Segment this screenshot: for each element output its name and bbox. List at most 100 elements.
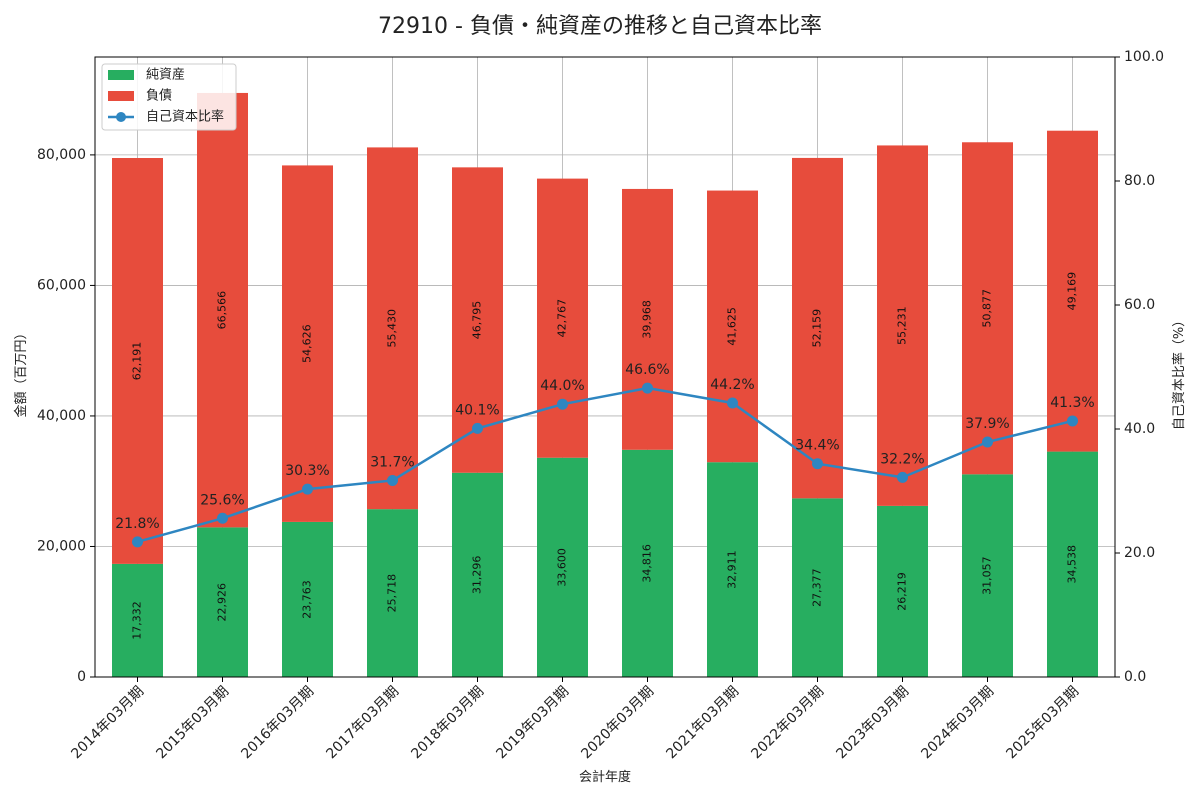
bar-label-liabilities: 62,191 bbox=[131, 342, 144, 381]
bar-liabilities bbox=[197, 92, 248, 528]
bar-label-equity: 26,219 bbox=[896, 572, 909, 611]
x-tick-label: 2022年03月期 bbox=[748, 683, 827, 762]
x-tick-label: 2021年03月期 bbox=[663, 683, 742, 762]
ratio-point bbox=[557, 398, 568, 410]
bar-label-liabilities: 50,877 bbox=[981, 289, 994, 328]
bars: 17,332 62,191 22,926 66,566 23,763 54,626 25,7… bbox=[112, 92, 1098, 677]
legend-swatch-equity bbox=[108, 70, 134, 80]
y2-axis-label: 自己資本比率（%） bbox=[1171, 314, 1187, 430]
x-tick-label: 2017年03月期 bbox=[323, 683, 402, 762]
bar-equity bbox=[707, 462, 758, 677]
ratio-point bbox=[387, 474, 398, 486]
bar-liabilities bbox=[537, 178, 588, 458]
x-tick-label: 2023年03月期 bbox=[833, 683, 912, 762]
legend-swatch-ratio-marker bbox=[116, 112, 126, 122]
bar-equity bbox=[537, 457, 588, 677]
bar-liabilities bbox=[282, 165, 333, 522]
bar-label-equity: 34,816 bbox=[641, 544, 654, 583]
bar-label-liabilities: 42,767 bbox=[556, 299, 569, 338]
bar-label-equity: 25,718 bbox=[386, 574, 399, 613]
bar-liabilities bbox=[622, 188, 673, 450]
bar-label-equity: 27,377 bbox=[811, 568, 824, 607]
bar-equity bbox=[622, 449, 673, 677]
y-tick-label: 40,000 bbox=[37, 408, 86, 424]
ratio-label: 46.6% bbox=[625, 362, 669, 378]
legend-box bbox=[101, 63, 237, 131]
bar-equity bbox=[367, 509, 418, 677]
y2-tick-label: 80.0 bbox=[1124, 173, 1155, 189]
bar-equity bbox=[792, 498, 843, 677]
ratio-label: 25.6% bbox=[200, 492, 244, 508]
bar-label-liabilities: 52,159 bbox=[811, 309, 824, 348]
bar-equity bbox=[197, 527, 248, 677]
bar-label-equity: 34,538 bbox=[1066, 545, 1079, 584]
x-tick-label: 2014年03月期 bbox=[68, 683, 147, 762]
bar-equity bbox=[282, 521, 333, 677]
ratio-label: 41.3% bbox=[1050, 395, 1094, 411]
ratio-label: 44.2% bbox=[710, 377, 754, 393]
ratio-point bbox=[217, 512, 228, 524]
bar-label-equity: 17,332 bbox=[131, 601, 144, 640]
x-tick-label: 2024年03月期 bbox=[918, 683, 997, 762]
bar-equity bbox=[1047, 451, 1098, 677]
y2-tick-label: 0.0 bbox=[1124, 669, 1146, 685]
y2-tick-label: 20.0 bbox=[1124, 545, 1155, 561]
bar-label-liabilities: 39,968 bbox=[641, 300, 654, 339]
legend-label-equity: 純資産 bbox=[146, 67, 185, 83]
bar-equity bbox=[452, 472, 503, 677]
bar-label-liabilities: 55,430 bbox=[386, 309, 399, 348]
y2-tick-label: 40.0 bbox=[1124, 421, 1155, 437]
y-tick-label: 0 bbox=[77, 669, 86, 685]
x-tick-label: 2025年03月期 bbox=[1003, 683, 1082, 762]
bar-label-equity: 31,296 bbox=[471, 556, 484, 595]
ratio-point bbox=[302, 483, 313, 495]
y2-tick-label: 100.0 bbox=[1124, 49, 1164, 65]
ratio-label: 21.8% bbox=[115, 516, 159, 532]
ratio-label: 30.3% bbox=[285, 463, 329, 479]
x-tick-label: 2019年03月期 bbox=[493, 683, 572, 762]
bar-label-equity: 33,600 bbox=[556, 548, 569, 587]
ratio-label: 32.2% bbox=[880, 451, 924, 467]
ratio-label: 40.1% bbox=[455, 402, 499, 418]
bar-label-liabilities: 55,231 bbox=[896, 306, 909, 345]
x-axis-label: 会計年度 bbox=[579, 769, 631, 785]
bar-liabilities bbox=[792, 157, 843, 499]
bar-liabilities bbox=[707, 190, 758, 463]
y-tick-label: 60,000 bbox=[37, 277, 86, 293]
legend-label-liabilities: 負債 bbox=[146, 89, 172, 104]
y-tick-label: 20,000 bbox=[37, 538, 86, 554]
x-tick-label: 2015年03月期 bbox=[153, 683, 232, 762]
bar-liabilities bbox=[112, 158, 163, 564]
bar-label-equity: 22,926 bbox=[216, 583, 229, 622]
bar-label-liabilities: 66,566 bbox=[216, 291, 229, 330]
ratio-point bbox=[897, 471, 908, 483]
bar-liabilities bbox=[962, 142, 1013, 475]
ratio-label: 44.0% bbox=[540, 378, 584, 394]
bar-label-equity: 32,911 bbox=[726, 550, 739, 589]
ratio-point bbox=[1067, 415, 1078, 427]
bar-label-liabilities: 54,626 bbox=[301, 324, 314, 363]
bar-equity bbox=[962, 474, 1013, 677]
ratio-point bbox=[132, 536, 143, 548]
bar-liabilities bbox=[367, 147, 418, 510]
ratio-line bbox=[137, 386, 1073, 544]
y-tick-label: 80,000 bbox=[37, 147, 86, 163]
bar-label-liabilities: 41,625 bbox=[726, 307, 739, 346]
ratio-point bbox=[812, 458, 823, 470]
ratio-point bbox=[982, 436, 993, 448]
x-tick-label: 2018年03月期 bbox=[408, 683, 487, 762]
ratio-label: 37.9% bbox=[965, 416, 1009, 432]
ratio-point bbox=[727, 397, 738, 409]
x-tick-label: 2020年03月期 bbox=[578, 683, 657, 762]
chart-title: 72910 - 負債・純資産の推移と自己資本比率 bbox=[378, 14, 822, 39]
legend-swatch-liabilities bbox=[108, 91, 134, 101]
ratio-point bbox=[642, 382, 653, 394]
ratio-point bbox=[472, 422, 483, 434]
bar-liabilities bbox=[452, 167, 503, 473]
bar-label-equity: 23,763 bbox=[301, 580, 314, 619]
plot-frame bbox=[94, 56, 1116, 678]
y-axis-label: 金額（百万円） bbox=[13, 326, 29, 417]
